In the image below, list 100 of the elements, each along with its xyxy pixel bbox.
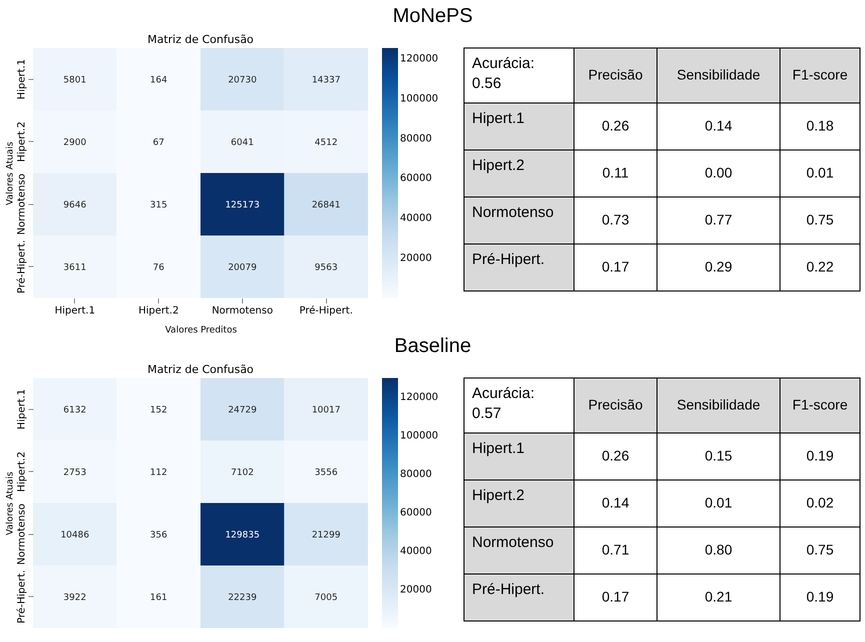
y-tick-label: Hipert.1 (16, 59, 28, 100)
data-label: 3556 (314, 468, 338, 478)
data-label: 20730 (228, 75, 257, 86)
text: 0.01 (806, 164, 834, 180)
data-label: 10017 (312, 405, 340, 416)
x-tick-label: Pré-Hipert. (299, 306, 353, 316)
color-bar-label: 120000 (400, 53, 438, 64)
category-label: Normotenso (472, 534, 554, 551)
text: MoNePS (392, 5, 473, 27)
color-bar-label: 60000 (400, 173, 432, 184)
x-axis-title: Valores Preditos (165, 326, 238, 336)
data-label: 20079 (228, 262, 257, 273)
data-label: 161 (150, 592, 168, 603)
data-label: 2900 (63, 138, 87, 148)
data-label: 356 (150, 530, 168, 540)
category-label: Hipert.2 (472, 487, 525, 504)
data-label: 22239 (228, 592, 257, 603)
text: 0.15 (704, 448, 732, 464)
data-label: 7102 (230, 468, 254, 478)
color-bar-label: 120000 (400, 392, 438, 403)
data-label: 2753 (63, 468, 86, 478)
text: 0.71 (602, 542, 630, 558)
data-label: 21299 (312, 530, 341, 540)
category-label: F1-score (792, 66, 848, 82)
data-label: 4512 (314, 138, 338, 148)
text: 0.02 (806, 494, 834, 510)
chart-title: Matriz de Confusão (147, 363, 254, 376)
data-label: 10486 (60, 530, 90, 540)
data-label: 14337 (312, 75, 340, 86)
text: 0.19 (806, 588, 834, 604)
color-bar-label: 100000 (400, 430, 438, 442)
text: Baseline (394, 335, 472, 357)
text: 0.01 (704, 494, 732, 510)
color-bar-label: 100000 (400, 93, 438, 104)
color-bar-label: 80000 (400, 469, 432, 480)
text: 0.17 (602, 588, 630, 604)
y-axis-title: Valores Atuais (6, 141, 16, 206)
category-label: Normotenso (472, 204, 554, 221)
text: 0.11 (602, 164, 629, 180)
category-label: F1-score (792, 396, 848, 412)
data-label: 125173 (225, 200, 260, 210)
category-label: Precisão (588, 396, 643, 412)
text: 0.21 (704, 588, 732, 604)
category-label: Pré-Hipert. (472, 581, 545, 598)
category-label: Hipert.1 (472, 110, 525, 127)
y-tick-label: Hipert.2 (16, 122, 28, 162)
text: 0.17 (602, 258, 630, 274)
text: 0.22 (806, 258, 834, 274)
text: 0.00 (704, 164, 732, 180)
x-tick-label: Normotenso (212, 306, 273, 316)
data-label: 5801 (63, 75, 86, 86)
category-label: Pré-Hipert. (472, 251, 545, 268)
text: 0.80 (704, 542, 732, 558)
color-bar-label: 40000 (400, 546, 432, 558)
text: Acurácia: 0.57 (472, 385, 535, 422)
text: 0.77 (704, 212, 732, 228)
category-label: Sensibilidade (676, 396, 760, 412)
text: Acurácia: 0.56 (472, 55, 535, 92)
data-label: 6132 (63, 405, 86, 416)
category-label: Sensibilidade (676, 66, 760, 82)
data-label: 315 (150, 200, 168, 210)
data-label: 6041 (230, 138, 254, 148)
y-tick-label: Hipert.1 (16, 389, 28, 430)
data-label: 67 (152, 138, 164, 148)
text: 0.73 (602, 212, 630, 228)
color-bar-label: 60000 (400, 508, 432, 519)
text: 0.18 (806, 118, 834, 134)
y-tick-label: Normotenso (16, 504, 28, 565)
category-label: Hipert.2 (472, 157, 525, 174)
text: 0.19 (806, 448, 834, 464)
y-tick-label: Hipert.2 (16, 452, 28, 492)
y-tick-label: Pré-Hipert. (16, 570, 28, 624)
chart-title: Matriz de Confusão (147, 33, 254, 46)
color-bar-label: 20000 (400, 253, 432, 264)
data-label: 164 (150, 75, 168, 86)
data-label: 24729 (228, 405, 257, 416)
text: 0.14 (704, 118, 732, 134)
data-label: 152 (150, 405, 168, 416)
data-label: 76 (152, 262, 165, 273)
y-tick-label: Normotenso (16, 174, 28, 235)
color-bar-label: 80000 (400, 133, 432, 144)
x-tick-label: Hipert.1 (54, 306, 96, 316)
text: 0.26 (602, 118, 630, 134)
text: 0.14 (602, 494, 630, 510)
color-bar-label: 20000 (400, 584, 432, 596)
data-label: 9646 (63, 200, 87, 210)
text: 0.29 (704, 258, 732, 274)
text: 0.26 (602, 448, 630, 464)
color-bar-label: 40000 (400, 213, 432, 224)
data-label: 3922 (63, 592, 86, 603)
category-label: Precisão (588, 66, 643, 82)
data-label: 7005 (314, 592, 338, 603)
data-label: 112 (150, 468, 168, 478)
data-label: 129835 (225, 530, 260, 540)
category-label: Hipert.1 (472, 440, 525, 457)
y-axis-title: Valores Atuais (6, 471, 16, 536)
data-label: 26841 (312, 200, 340, 210)
text: 0.75 (806, 542, 834, 558)
x-tick-label: Hipert.2 (138, 306, 179, 316)
data-label: 3611 (63, 262, 86, 273)
